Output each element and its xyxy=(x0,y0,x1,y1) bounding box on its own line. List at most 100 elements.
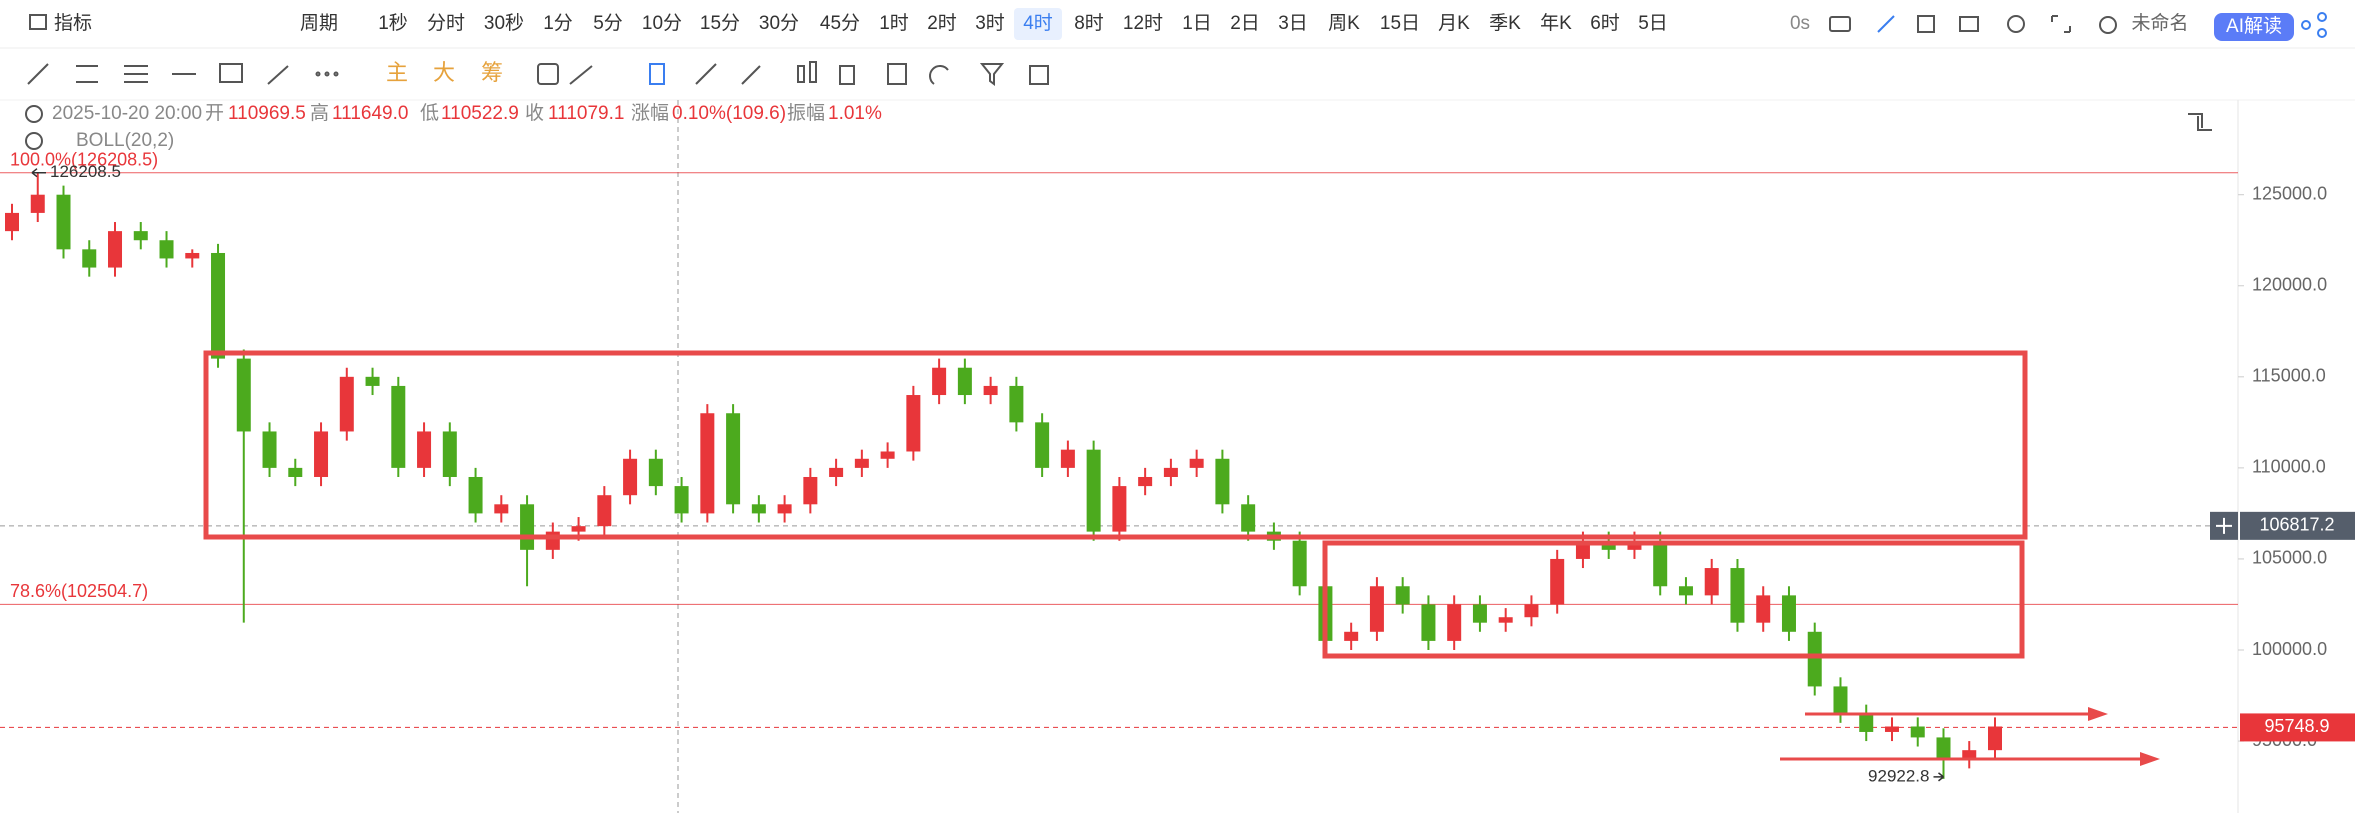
candle-body xyxy=(185,252,200,259)
info-value: 111079.1 xyxy=(548,103,624,124)
candle-body xyxy=(1988,726,2002,751)
candle-body xyxy=(803,476,818,505)
candle-body xyxy=(1060,449,1075,468)
interval-button[interactable]: 2日 xyxy=(1230,13,1260,34)
candle-body xyxy=(674,486,689,514)
ai-button-bg[interactable] xyxy=(2214,13,2294,41)
y-tick-label: 120000.0 xyxy=(2252,275,2327,295)
candle-body xyxy=(1344,631,1359,641)
candle-body xyxy=(339,376,354,432)
candle-body xyxy=(1550,558,1565,605)
marker-arrow xyxy=(1933,772,1944,782)
overlay-button[interactable]: 大 xyxy=(433,60,455,85)
interval-button[interactable]: 5日 xyxy=(1638,13,1668,34)
ai-button[interactable]: AI解读 xyxy=(2226,15,2282,37)
info-label: 收 xyxy=(525,102,544,124)
interval-button[interactable]: 8时 xyxy=(1074,12,1104,34)
candle-body xyxy=(288,467,303,477)
top-right-icons xyxy=(1829,12,2327,38)
overlay-button[interactable]: 主 xyxy=(386,60,408,85)
y-tick-label: 110000.0 xyxy=(2252,457,2326,477)
draw-tools xyxy=(27,61,1049,86)
candle-body xyxy=(906,395,921,452)
top-toolbar xyxy=(0,0,2355,48)
candle-body xyxy=(648,458,663,487)
y-tick-label: 100000.0 xyxy=(2252,639,2327,659)
interval-button[interactable]: 1日 xyxy=(1182,13,1212,34)
interval-button[interactable]: 10分 xyxy=(642,12,682,34)
candle-body xyxy=(82,249,97,268)
candle-body xyxy=(468,476,483,514)
high-marker: 126208.5 xyxy=(50,162,121,181)
candle-body xyxy=(1009,385,1024,423)
info-value: 1.01% xyxy=(828,103,882,124)
interval-button[interactable]: 30分 xyxy=(759,12,799,34)
interval-button[interactable]: 周K xyxy=(1328,13,1360,34)
last-price-tag xyxy=(2240,713,2355,742)
candle-body xyxy=(442,431,457,477)
interval-button[interactable]: 1秒 xyxy=(378,12,408,34)
candle-body xyxy=(1447,604,1462,641)
fib-label: 78.6%(102504.7) xyxy=(10,581,148,601)
candle-body xyxy=(1189,458,1204,468)
indicator-icon[interactable] xyxy=(29,14,47,30)
candle-body xyxy=(957,367,972,396)
active-interval-bg xyxy=(1014,8,1062,40)
overlay-button[interactable]: 筹 xyxy=(481,60,503,85)
interval-button[interactable]: 季K xyxy=(1489,12,1521,34)
indicator-button[interactable]: 指标 xyxy=(54,12,92,34)
arrow-head xyxy=(2088,707,2108,721)
interval-button[interactable]: 30秒 xyxy=(484,12,524,34)
interval-button[interactable]: 1时 xyxy=(879,12,909,34)
candle-body xyxy=(1678,586,1693,596)
interval-button[interactable]: 分时 xyxy=(427,12,465,34)
interval-button[interactable]: 6时 xyxy=(1590,12,1620,34)
candle-body xyxy=(30,194,45,213)
expand-icon[interactable] xyxy=(2188,113,2212,131)
candle-body xyxy=(1498,617,1513,623)
candle-body xyxy=(494,504,509,514)
y-tick-label: 125000.0 xyxy=(2252,183,2327,203)
candle-body xyxy=(365,376,380,386)
candle-body xyxy=(829,467,844,477)
interval-button[interactable]: 15日 xyxy=(1380,13,1420,34)
candle-body xyxy=(1395,586,1410,605)
y-tick-label: 105000.0 xyxy=(2252,548,2327,568)
candle-body xyxy=(56,194,71,250)
datetime: 2025-10-20 20:00 xyxy=(52,103,202,124)
candle-body xyxy=(1112,486,1127,532)
interval-button[interactable]: 3日 xyxy=(1278,13,1308,34)
candle-body xyxy=(1833,686,1848,714)
candle-body xyxy=(932,367,947,396)
collapse-icon[interactable] xyxy=(25,105,43,123)
last-price: 95748.9 xyxy=(2264,716,2329,736)
collapse-icon[interactable] xyxy=(25,132,43,150)
interval-button[interactable]: 月K xyxy=(1438,13,1470,34)
interval-button[interactable]: 年K xyxy=(1540,12,1572,34)
layout-name[interactable]: 未命名 xyxy=(2131,12,2188,34)
interval-button[interactable]: 15分 xyxy=(700,12,740,34)
candle-body xyxy=(545,531,560,550)
candle-body xyxy=(1910,726,1925,738)
interval-button[interactable]: 45分 xyxy=(820,12,860,34)
candle-body xyxy=(1884,726,1899,732)
interval-button[interactable]: 3时 xyxy=(975,12,1005,34)
candle-body xyxy=(1086,449,1101,532)
candle-body xyxy=(1163,467,1178,477)
interval-button[interactable]: 5分 xyxy=(593,12,623,34)
candle-body xyxy=(1704,568,1719,596)
info-value: 110969.5 xyxy=(228,103,306,124)
candle-body xyxy=(1859,713,1874,732)
candle-body xyxy=(854,458,869,468)
candle-body xyxy=(1936,737,1951,760)
interval-button[interactable]: 12时 xyxy=(1123,12,1163,34)
candle-body xyxy=(133,231,148,241)
interval-button[interactable]: 2时 xyxy=(927,12,957,34)
info-value: 0.10%(109.6) xyxy=(672,103,786,124)
period-button[interactable]: 周期 xyxy=(300,12,338,34)
range-box xyxy=(203,350,2028,540)
candle-body xyxy=(1807,631,1822,687)
interval-button[interactable]: 1分 xyxy=(543,12,573,34)
y-tick-label: 115000.0 xyxy=(2252,366,2326,386)
interval-button[interactable]: 4时 xyxy=(1023,12,1053,34)
